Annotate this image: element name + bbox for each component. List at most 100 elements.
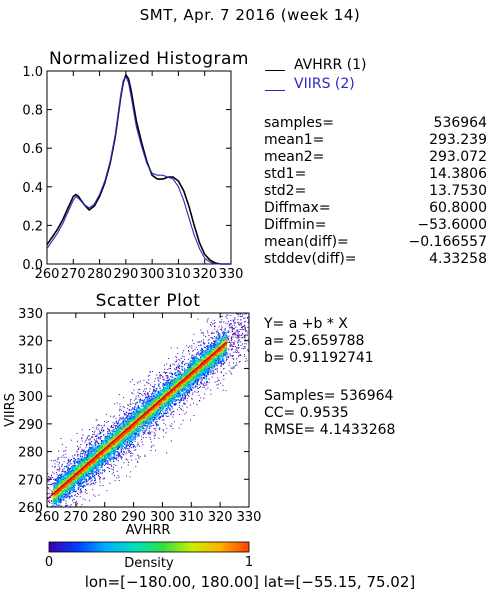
density-point xyxy=(159,429,161,431)
density-point xyxy=(176,361,177,362)
density-point xyxy=(151,419,153,421)
density-point xyxy=(148,395,150,398)
density-point xyxy=(86,437,88,439)
density-point xyxy=(146,381,147,383)
density-point xyxy=(244,346,246,348)
density-point xyxy=(108,454,110,456)
density-point xyxy=(51,503,53,505)
density-point xyxy=(242,304,243,305)
stat-value: 13.7530 xyxy=(429,183,487,199)
density-point xyxy=(148,397,151,399)
density-point xyxy=(220,372,222,374)
density-point xyxy=(214,381,216,383)
density-point xyxy=(86,493,88,495)
density-point xyxy=(154,380,156,382)
stat-label: std2= xyxy=(264,183,307,199)
density-point xyxy=(94,442,96,444)
density-point xyxy=(139,388,141,390)
density-point xyxy=(54,459,56,461)
density-point xyxy=(134,441,136,442)
density-point xyxy=(216,338,219,340)
density-point xyxy=(153,417,155,419)
density-point xyxy=(116,454,118,457)
density-point xyxy=(155,428,157,430)
density-point xyxy=(162,415,164,417)
density-point xyxy=(244,343,246,345)
density-point xyxy=(218,326,220,328)
density-point xyxy=(221,325,223,327)
density-point xyxy=(92,435,94,437)
density-point xyxy=(227,357,229,359)
density-point xyxy=(73,502,75,504)
density-point xyxy=(230,345,232,347)
density-point xyxy=(248,296,249,297)
density-point xyxy=(102,427,104,428)
density-point xyxy=(133,407,135,409)
density-point xyxy=(94,477,96,479)
density-point xyxy=(58,450,59,452)
density-point xyxy=(144,394,146,396)
density-point xyxy=(90,436,92,438)
x-tick-label: 260 xyxy=(35,267,60,282)
density-point xyxy=(92,445,94,447)
density-point xyxy=(141,435,142,437)
density-point xyxy=(77,455,79,457)
density-point xyxy=(94,495,96,497)
density-point xyxy=(241,343,243,345)
density-point xyxy=(191,347,193,349)
density-point xyxy=(99,479,101,481)
density-point xyxy=(227,348,229,350)
density-point xyxy=(74,490,76,493)
density-point xyxy=(165,381,167,384)
density-point xyxy=(133,445,136,447)
density-point xyxy=(67,464,69,466)
density-point xyxy=(243,303,244,304)
density-point xyxy=(217,329,218,331)
density-point xyxy=(245,358,247,360)
density-point xyxy=(112,456,114,458)
density-point xyxy=(57,458,58,460)
density-point xyxy=(125,420,127,422)
density-point xyxy=(213,323,215,325)
density-point xyxy=(203,343,205,345)
density-point xyxy=(116,446,118,448)
density-point xyxy=(223,368,225,370)
density-point xyxy=(151,423,153,424)
density-point xyxy=(242,306,243,307)
density-point xyxy=(190,419,192,421)
density-point xyxy=(127,464,129,466)
density-point xyxy=(233,346,235,348)
density-point xyxy=(183,397,185,399)
density-point xyxy=(175,356,177,358)
density-point xyxy=(63,493,65,495)
density-point xyxy=(170,425,172,427)
density-point xyxy=(205,384,207,386)
x-tick-label: 280 xyxy=(87,267,112,282)
density-point xyxy=(221,327,223,329)
density-point xyxy=(112,416,114,418)
density-point xyxy=(93,434,95,436)
scatter-density xyxy=(47,296,249,507)
density-point xyxy=(155,423,158,425)
density-point xyxy=(96,435,98,437)
density-point xyxy=(159,375,161,377)
density-point xyxy=(187,390,189,392)
density-point xyxy=(112,422,114,424)
density-point xyxy=(90,481,92,483)
density-point xyxy=(139,380,141,382)
density-point xyxy=(97,470,100,472)
density-point xyxy=(104,421,106,423)
legend-swatch-avhrr xyxy=(265,70,285,71)
density-point xyxy=(237,347,239,349)
density-point xyxy=(189,364,192,366)
density-point xyxy=(137,429,139,431)
density-point xyxy=(149,417,152,419)
density-point xyxy=(195,375,197,377)
density-point xyxy=(184,393,186,395)
density-point xyxy=(237,329,239,331)
density-point xyxy=(225,372,227,374)
density-point xyxy=(229,346,231,348)
density-point xyxy=(244,355,246,357)
density-point xyxy=(107,431,109,433)
density-point xyxy=(57,481,59,483)
